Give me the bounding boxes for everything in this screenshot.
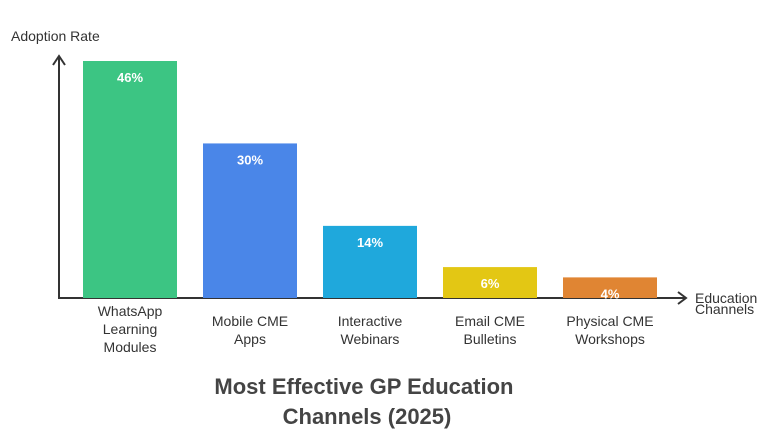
category-labels-group: WhatsApp Learning Modules Mobile CME Apps Int…: [98, 303, 654, 355]
bars-group: [83, 61, 657, 298]
category-label: WhatsApp Learning Modules: [98, 303, 163, 355]
bar-value-label: 6%: [481, 276, 500, 291]
bar: [323, 225, 417, 298]
category-label-line: Learning: [103, 321, 158, 337]
category-label-line: Interactive: [338, 313, 403, 329]
category-label-line: Apps: [234, 331, 266, 347]
x-axis-label: Education Channels: [695, 290, 761, 317]
x-axis-arrow-icon: [677, 291, 688, 305]
bar-value-label: 46%: [117, 70, 143, 85]
y-axis-arrow-icon: [52, 54, 66, 66]
bar: [443, 267, 537, 298]
chart-title-line: Most Effective GP Education: [214, 374, 513, 399]
bar: [83, 61, 177, 298]
bar-value-label: 14%: [357, 235, 383, 250]
category-label-line: Bulletins: [464, 331, 517, 347]
category-label: Mobile CME Apps: [212, 313, 288, 347]
category-label-line: Physical CME: [566, 313, 653, 329]
category-label-line: WhatsApp: [98, 303, 163, 319]
category-label: Interactive Webinars: [338, 313, 403, 347]
category-label-line: Mobile CME: [212, 313, 288, 329]
chart-title-line: Channels (2025): [283, 404, 452, 429]
bar: [563, 277, 657, 298]
category-label-line: Workshops: [575, 331, 645, 347]
category-label-line: Email CME: [455, 313, 525, 329]
chart-title: Most Effective GP Education Channels (20…: [214, 374, 519, 429]
category-label-line: Modules: [104, 339, 157, 355]
bar-value-label: 4%: [601, 286, 620, 301]
category-label: Physical CME Workshops: [566, 313, 653, 347]
bar-value-label: 30%: [237, 152, 263, 167]
value-labels-group: 46% 30% 14% 6% 4%: [117, 70, 620, 301]
x-axis-label-line: Education: [695, 290, 757, 306]
category-label: Email CME Bulletins: [455, 313, 525, 347]
bar: [203, 143, 297, 298]
y-axis-label: Adoption Rate: [11, 28, 100, 44]
category-label-line: Webinars: [341, 331, 400, 347]
x-axis-label-line: Channels: [695, 301, 754, 317]
